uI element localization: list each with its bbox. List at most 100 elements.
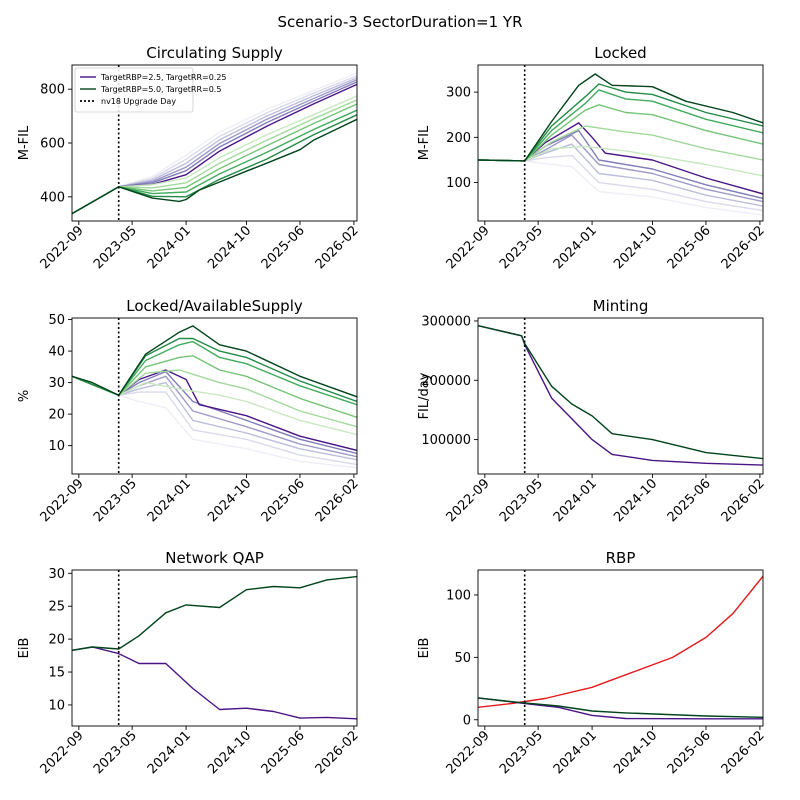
rbp-series-line-3 xyxy=(478,697,763,718)
rbp-xtick-label: 2026-02 xyxy=(719,728,768,777)
locked-series-line-9 xyxy=(478,104,763,162)
rbp-axes-frame xyxy=(477,569,764,727)
circulating-supply-xtick-label: 2023-05 xyxy=(91,223,140,272)
network-qap-axes-frame xyxy=(71,569,358,727)
circulating-supply-series-line-8 xyxy=(72,99,357,215)
network-qap-series-group xyxy=(72,575,357,720)
network-qap-title: Network QAP xyxy=(165,549,264,567)
locked-series-line-2 xyxy=(478,154,763,212)
locked-availablesupply-ytick-label: 30 xyxy=(48,376,65,391)
minting-ytick-label: 200000 xyxy=(421,374,471,389)
locked-availablesupply-series-line-11 xyxy=(72,337,357,403)
locked-series-group xyxy=(478,73,763,216)
locked-series-line-11 xyxy=(478,83,763,162)
circulating-supply-ytick-label: 600 xyxy=(40,137,65,152)
rbp-xtick-label: 2023-05 xyxy=(497,728,546,777)
locked-title: Locked xyxy=(594,44,646,62)
legend: TargetRBP=2.5, TargetRR=0.25 TargetRBP=5.… xyxy=(74,67,227,113)
locked-series-line-7 xyxy=(478,145,763,177)
circulating-supply-ylabel: M-FIL xyxy=(17,125,32,160)
locked-series-line-12 xyxy=(478,73,763,162)
network-qap-ytick-label: 20 xyxy=(48,633,65,648)
network-qap-xtick-label: 2024-01 xyxy=(145,728,194,777)
rbp-xtick-label: 2025-06 xyxy=(665,728,714,777)
locked-series-line-8 xyxy=(478,125,763,162)
minting-xtick-label: 2022-09 xyxy=(444,476,493,525)
circulating-supply-xtick-label: 2022-09 xyxy=(38,223,87,272)
rbp-title: RBP xyxy=(606,549,636,567)
locked-availablesupply-title: Locked/AvailableSupply xyxy=(126,297,303,315)
locked-availablesupply-series-line-7 xyxy=(72,375,357,436)
minting-xtick-label: 2024-01 xyxy=(551,476,600,525)
minting-xtick-label: 2026-02 xyxy=(719,476,768,525)
minting-series-line-1 xyxy=(478,325,763,466)
minting-series-group xyxy=(478,325,763,466)
locked-availablesupply-ylabel: % xyxy=(17,390,32,402)
circulating-supply-xtick-label: 2024-10 xyxy=(205,223,254,272)
circulating-supply-ytick-label: 800 xyxy=(40,83,65,98)
locked-series-line-4 xyxy=(478,134,763,203)
locked-availablesupply-ytick-label: 20 xyxy=(48,408,65,423)
locked-series-line-3 xyxy=(478,143,763,207)
panel-locked: Locked 100 200 300 M-FIL 2022-09 2023-05 2024-0… xyxy=(417,44,768,272)
network-qap-ytick-label: 30 xyxy=(48,567,65,582)
minting-axes-frame xyxy=(477,317,764,475)
circulating-supply-series-line-12 xyxy=(72,118,357,215)
locked-ylabel: M-FIL xyxy=(417,125,432,160)
legend-label-1: TargetRBP=2.5, TargetRR=0.25 xyxy=(100,73,227,82)
figure-title: Scenario-3 SectorDuration=1 YR xyxy=(277,13,522,31)
minting-ytick-label: 100000 xyxy=(421,433,471,448)
locked-availablesupply-axes-frame xyxy=(71,317,358,475)
circulating-supply-title: Circulating Supply xyxy=(146,44,283,62)
circulating-supply-ytick-label: 400 xyxy=(40,190,65,205)
locked-availablesupply-xtick-label: 2025-06 xyxy=(259,476,308,525)
locked-xtick-label: 2022-09 xyxy=(444,223,493,272)
minting-title: Minting xyxy=(593,297,649,315)
locked-availablesupply-xtick-label: 2024-01 xyxy=(145,476,194,525)
minting-series-line-2 xyxy=(478,325,763,460)
locked-availablesupply-series-line-10 xyxy=(72,340,357,406)
circulating-supply-series-group xyxy=(72,72,357,215)
panel-locked-availablesupply: Locked/AvailableSupply 10 20 30 40 50% 2022-09… xyxy=(17,297,362,525)
circulating-supply-xtick-label: 2026-02 xyxy=(313,223,362,272)
locked-availablesupply-series-line-12 xyxy=(72,325,357,398)
minting-xtick-label: 2023-05 xyxy=(497,476,546,525)
locked-availablesupply-xtick-label: 2026-02 xyxy=(313,476,362,525)
rbp-series-group xyxy=(478,575,763,720)
network-qap-series-line-1 xyxy=(72,646,357,720)
rbp-ytick-label: 50 xyxy=(454,651,471,666)
locked-series-line-1 xyxy=(478,159,763,216)
locked-xtick-label: 2024-01 xyxy=(551,223,600,272)
network-qap-ylabel: EiB xyxy=(17,638,32,659)
network-qap-series-line-2 xyxy=(72,575,357,651)
locked-availablesupply-ytick-label: 50 xyxy=(48,313,65,328)
network-qap-ytick-label: 25 xyxy=(48,600,65,615)
network-qap-ytick-label: 15 xyxy=(48,666,65,681)
locked-xtick-label: 2024-10 xyxy=(611,223,660,272)
circulating-supply-series-line-9 xyxy=(72,103,357,215)
locked-availablesupply-ytick-label: 10 xyxy=(48,439,65,454)
locked-availablesupply-series-group xyxy=(72,325,357,469)
locked-availablesupply-xtick-label: 2022-09 xyxy=(38,476,87,525)
panel-rbp: RBP 0 50 100 EiB 2022-09 2023-05 2024-01 2024-10… xyxy=(417,549,768,777)
locked-availablesupply-series-line-5 xyxy=(72,370,357,455)
locked-availablesupply-ytick-label: 40 xyxy=(48,345,65,360)
circulating-supply-xtick-label: 2024-01 xyxy=(145,223,194,272)
locked-availablesupply-series-line-1 xyxy=(72,375,357,469)
locked-xtick-label: 2025-06 xyxy=(665,223,714,272)
legend-box xyxy=(74,67,194,113)
locked-ytick-label: 100 xyxy=(446,176,471,191)
minting-ylabel: FIL/day xyxy=(417,372,432,419)
locked-availablesupply-series-line-9 xyxy=(72,355,357,418)
rbp-ytick-label: 0 xyxy=(463,713,471,728)
locked-xtick-label: 2023-05 xyxy=(497,223,546,272)
rbp-ylabel: EiB xyxy=(417,638,432,659)
legend-label-3: nv18 Upgrade Day xyxy=(101,97,176,106)
rbp-series-line-1 xyxy=(478,575,763,708)
rbp-xtick-label: 2024-01 xyxy=(551,728,600,777)
network-qap-xtick-label: 2025-06 xyxy=(259,728,308,777)
